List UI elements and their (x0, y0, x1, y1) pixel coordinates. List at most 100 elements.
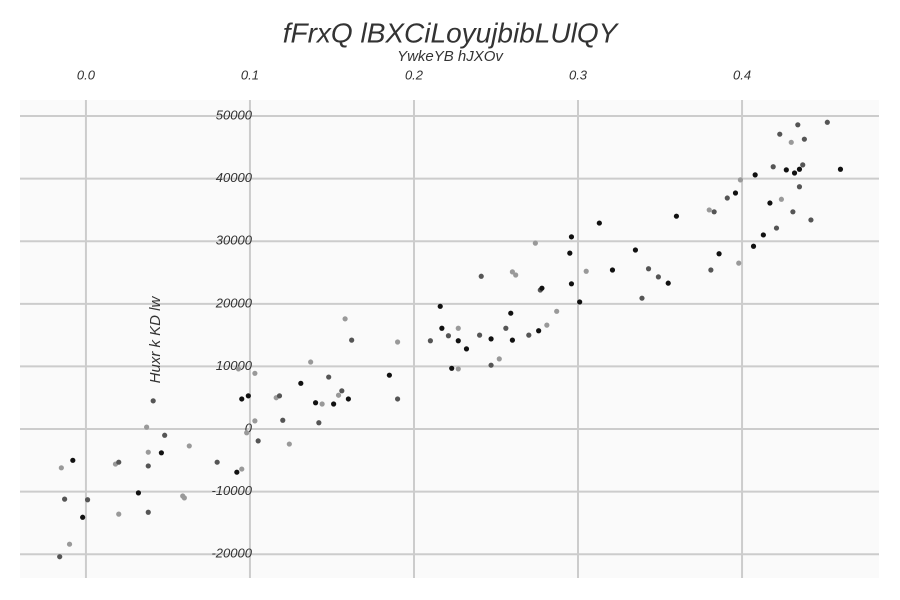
point (795, 122, 801, 128)
y-tick-label: 50000 (216, 107, 253, 122)
point (394, 396, 401, 402)
point (116, 511, 122, 517)
point (239, 466, 245, 472)
point (312, 400, 319, 406)
point (252, 370, 258, 376)
point (234, 469, 240, 475)
point (632, 247, 639, 253)
point (455, 325, 461, 331)
point (331, 401, 337, 407)
x-tick-label: 0.2 (405, 67, 424, 82)
point (532, 240, 538, 246)
point (244, 430, 250, 436)
point (394, 339, 401, 345)
point (342, 316, 348, 322)
point (554, 308, 560, 314)
point (57, 554, 63, 560)
point (824, 119, 830, 125)
point (345, 396, 351, 402)
point (544, 322, 550, 328)
point (778, 196, 785, 202)
point (837, 166, 844, 172)
y-tick-label: 20000 (215, 295, 253, 310)
point (596, 220, 602, 226)
point (335, 392, 342, 398)
point (298, 380, 304, 386)
point (801, 136, 807, 142)
point (567, 250, 573, 256)
point (162, 432, 168, 438)
point (70, 457, 76, 463)
point (583, 268, 589, 274)
point (186, 443, 192, 449)
point (673, 213, 680, 219)
y-tick-label: 0 (245, 420, 253, 435)
chart-title: fFrxQ lBXCiLoyujbibLUlQY (283, 17, 620, 48)
point (706, 207, 712, 213)
point (239, 396, 245, 402)
point (791, 170, 798, 176)
point (568, 281, 575, 287)
point (716, 251, 722, 257)
point (455, 338, 461, 344)
point (509, 269, 516, 275)
point (503, 325, 509, 331)
point (66, 541, 73, 547)
point (737, 177, 743, 183)
point (145, 463, 151, 469)
point (539, 285, 545, 291)
plot-area (20, 100, 879, 578)
point (62, 496, 68, 502)
point (439, 325, 445, 331)
point (158, 450, 164, 456)
point (339, 388, 345, 394)
point (255, 438, 261, 444)
y-axis-label: Huxr k KD lw (147, 296, 164, 384)
point (252, 418, 258, 424)
point (609, 267, 616, 273)
point (478, 273, 484, 279)
point (767, 200, 773, 206)
y-tick-label: 10000 (216, 358, 253, 373)
point (437, 303, 443, 309)
point (790, 209, 796, 215)
point (783, 167, 789, 173)
x-tick-label: 0.4 (733, 67, 751, 82)
point (84, 497, 91, 503)
point (319, 401, 325, 407)
point (235, 366, 242, 372)
point (286, 441, 292, 447)
point (135, 490, 142, 496)
point (316, 420, 322, 426)
x-tick-label: 0.3 (569, 67, 588, 82)
point (800, 162, 806, 168)
point (508, 310, 514, 316)
point (445, 333, 452, 339)
point (144, 424, 150, 430)
point (245, 393, 251, 399)
point (326, 374, 332, 380)
point (58, 465, 64, 471)
point (796, 166, 803, 172)
point (752, 172, 758, 178)
point (80, 514, 86, 520)
point (665, 280, 671, 286)
point (536, 328, 542, 334)
point (732, 190, 739, 196)
point (568, 234, 575, 240)
point (645, 266, 652, 272)
point (150, 398, 156, 404)
point (488, 336, 494, 342)
point (736, 260, 742, 266)
point (760, 232, 766, 238)
point (349, 337, 355, 343)
point (427, 338, 433, 344)
point (496, 356, 502, 362)
point (773, 225, 780, 231)
point (770, 164, 776, 170)
point (181, 495, 187, 501)
point (808, 217, 814, 223)
y-tick-label: 30000 (216, 233, 253, 248)
x-axis-label: YwkeYB hJXOv (397, 48, 504, 65)
